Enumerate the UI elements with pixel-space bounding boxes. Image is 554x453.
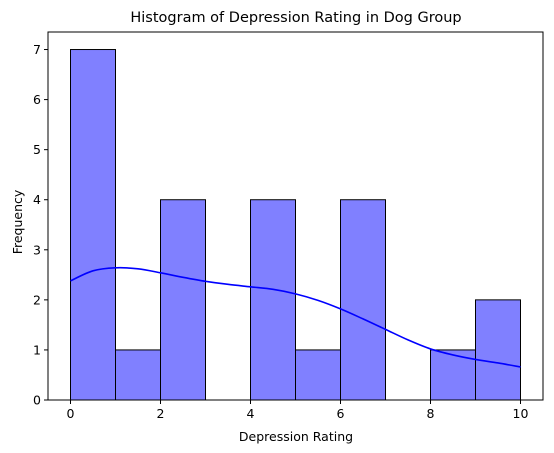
y-tick-label: 3 — [33, 242, 41, 257]
x-tick-label: 0 — [67, 406, 75, 421]
histogram-bar-9 — [475, 299, 521, 401]
plot-frame — [47, 31, 544, 401]
x-tick-label: 2 — [157, 406, 165, 421]
histogram-bar-5 — [295, 349, 341, 401]
kde-line — [70, 266, 521, 368]
y-tick-label: 2 — [33, 292, 41, 307]
y-ticks: 0 1 2 3 4 5 6 7 — [33, 42, 48, 408]
y-tick-label: 4 — [33, 192, 41, 207]
x-tick-label: 4 — [247, 406, 255, 421]
y-tick-label: 5 — [33, 142, 41, 157]
chart-title: Histogram of Depression Rating in Dog Gr… — [130, 10, 461, 26]
y-tick-label: 7 — [33, 42, 41, 57]
histogram-bar-2 — [160, 199, 206, 401]
y-tick-label: 0 — [33, 393, 41, 408]
x-tick-label: 6 — [337, 406, 345, 421]
histogram-bar-4 — [250, 199, 296, 401]
x-ticks: 0 2 4 6 8 10 — [67, 400, 529, 421]
axes-layer — [47, 31, 544, 401]
histogram-bar-0 — [70, 49, 116, 401]
x-tick-label: 10 — [513, 406, 529, 421]
y-tick-label: 1 — [33, 342, 41, 357]
kde-layer — [70, 266, 521, 368]
bars-layer — [70, 49, 521, 401]
y-axis-label: Frequency — [10, 189, 25, 254]
histogram-bar-1 — [115, 349, 161, 401]
histogram-bar-6 — [340, 199, 386, 401]
y-tick-label: 6 — [33, 92, 41, 107]
x-axis-label: Depression Rating — [239, 429, 353, 444]
x-tick-label: 8 — [427, 406, 435, 421]
